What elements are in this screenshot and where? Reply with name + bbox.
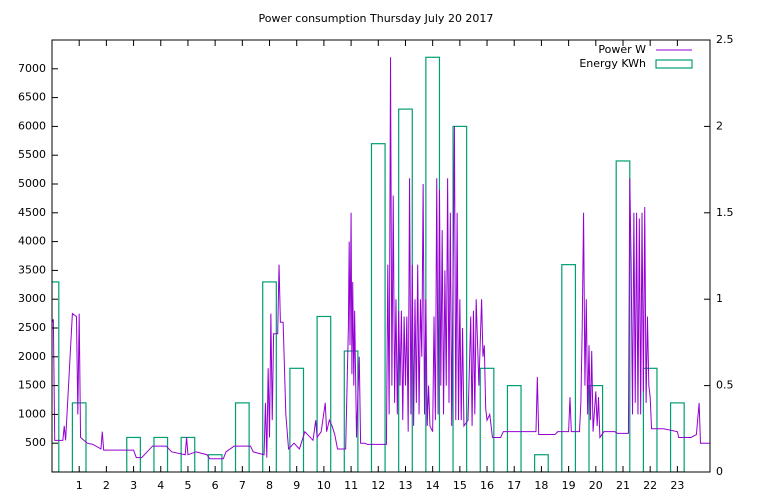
x-tick-label: 14 (426, 479, 440, 492)
energy-box (588, 385, 604, 472)
x-tick-label: 12 (371, 479, 385, 492)
y-tick-label: 1500 (18, 379, 46, 392)
energy-box (126, 436, 141, 472)
energy-box (642, 367, 658, 472)
y2-tick-label: 0.5 (716, 379, 734, 392)
y-tick-label: 3500 (18, 263, 46, 276)
x-tick-label: 20 (589, 479, 603, 492)
y-tick-label: 7000 (18, 62, 46, 75)
y-tick-label: 1000 (18, 407, 46, 420)
x-tick-label: 16 (480, 479, 494, 492)
x-tick-label: 15 (453, 479, 467, 492)
x-tick-label: 3 (130, 479, 137, 492)
energy-box (534, 454, 549, 472)
x-tick-label: 1 (76, 479, 83, 492)
energy-box (316, 315, 332, 472)
y2-tick-label: 2.5 (716, 33, 734, 46)
energy-box (289, 367, 305, 472)
y2-tick-label: 1.5 (716, 206, 734, 219)
energy-box (479, 367, 495, 472)
x-tick-label: 11 (344, 479, 358, 492)
x-tick-label: 18 (534, 479, 548, 492)
chart-title: Power consumption Thursday July 20 2017 (259, 12, 494, 25)
y-tick-label: 6000 (18, 119, 46, 132)
energy-box (615, 160, 631, 472)
y-tick-label: 6500 (18, 91, 46, 104)
y2-tick-label: 0 (716, 465, 723, 478)
y-tick-label: 2000 (18, 350, 46, 363)
x-tick-label: 23 (670, 479, 684, 492)
x-tick-label: 22 (643, 479, 657, 492)
x-tick-label: 21 (616, 479, 630, 492)
energy-box (153, 436, 169, 472)
energy-box (234, 402, 250, 472)
plot-area (52, 56, 710, 472)
y-tick-label: 5000 (18, 177, 46, 190)
x-tick-label: 7 (239, 479, 246, 492)
energy-box (561, 264, 577, 472)
energy-box (262, 281, 277, 472)
energy-box (506, 385, 522, 472)
y-tick-label: 5500 (18, 148, 46, 161)
y-tick-label: 2500 (18, 321, 46, 334)
y2-tick-label: 1 (716, 292, 723, 305)
energy-box (71, 402, 87, 472)
x-tick-label: 10 (317, 479, 331, 492)
x-tick-label: 17 (507, 479, 521, 492)
x-tick-label: 4 (157, 479, 164, 492)
x-tick-label: 9 (293, 479, 300, 492)
plot-border (51, 39, 711, 473)
y2-tick-label: 2 (716, 119, 723, 132)
x-tick-label: 19 (562, 479, 576, 492)
x-tick-label: 2 (103, 479, 110, 492)
energy-box (180, 436, 196, 472)
legend-swatch (655, 59, 693, 69)
x-tick-label: 13 (398, 479, 412, 492)
power-line (52, 57, 710, 460)
y-tick-label: 3000 (18, 292, 46, 305)
y-tick-label: 4500 (18, 206, 46, 219)
x-tick-label: 6 (212, 479, 219, 492)
energy-box (207, 454, 223, 472)
legend-label: Power W (598, 43, 646, 56)
x-tick-label: 5 (184, 479, 191, 492)
energy-box (370, 143, 386, 472)
y-tick-label: 4000 (18, 235, 46, 248)
legend-label: Energy KWh (579, 57, 646, 70)
x-tick-label: 8 (266, 479, 273, 492)
y-tick-label: 500 (25, 436, 46, 449)
